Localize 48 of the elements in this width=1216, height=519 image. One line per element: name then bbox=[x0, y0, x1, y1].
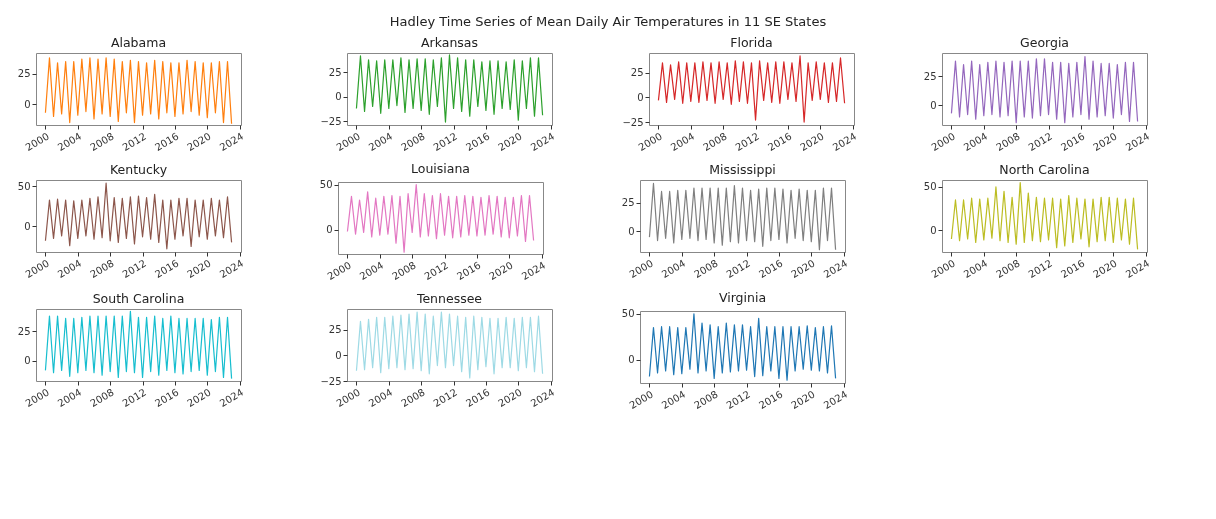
chart-title: South Carolina bbox=[92, 290, 185, 306]
y-tick-label: 50 bbox=[621, 308, 635, 320]
line-series bbox=[657, 55, 846, 123]
chart-title: Alabama bbox=[110, 34, 167, 50]
line-series bbox=[44, 57, 233, 125]
line-series bbox=[355, 311, 544, 379]
y-tick-label: 0 bbox=[335, 91, 342, 103]
y-tick-label: −25 bbox=[320, 115, 342, 127]
line-series bbox=[346, 184, 535, 253]
y-tick-label: 0 bbox=[628, 354, 635, 366]
y-tick-label: 25 bbox=[17, 325, 31, 337]
chart-title: Virginia bbox=[718, 290, 767, 306]
y-tick-label: 50 bbox=[319, 179, 333, 191]
y-tick-label: 25 bbox=[621, 197, 635, 209]
chart-title: Mississippi bbox=[709, 161, 776, 177]
y-tick-label: −25 bbox=[622, 116, 644, 128]
line-series bbox=[44, 310, 233, 380]
y-tick-label: 0 bbox=[628, 225, 635, 237]
y-tick-label: 0 bbox=[637, 91, 644, 103]
y-tick-label: 0 bbox=[930, 99, 937, 111]
line-series bbox=[648, 313, 837, 381]
y-tick-label: 25 bbox=[328, 66, 342, 78]
line-series bbox=[44, 182, 233, 250]
line-series bbox=[648, 182, 837, 251]
line-series bbox=[950, 182, 1139, 250]
y-tick-label: 0 bbox=[24, 220, 31, 232]
y-tick-label: −25 bbox=[320, 375, 342, 387]
line-series bbox=[950, 55, 1139, 124]
chart-title: Arkansas bbox=[421, 34, 478, 50]
y-tick-label: 0 bbox=[930, 224, 937, 236]
line-series bbox=[355, 54, 544, 123]
chart-title: Florida bbox=[730, 34, 773, 50]
text: Hadley Time Series of Mean Daily Air Temperatures in 11 SE States bbox=[388, 14, 828, 29]
y-tick-label: 25 bbox=[17, 68, 31, 80]
chart-title: Tennessee bbox=[415, 290, 483, 306]
chart-title: Louisiana bbox=[410, 161, 471, 177]
chart-title: Kentucky bbox=[109, 161, 168, 177]
y-tick-label: 25 bbox=[328, 324, 342, 336]
y-tick-label: 0 bbox=[24, 98, 31, 110]
y-tick-label: 0 bbox=[24, 355, 31, 367]
y-tick-label: 50 bbox=[923, 181, 937, 193]
y-tick-label: 0 bbox=[326, 224, 333, 236]
y-tick-label: 25 bbox=[630, 67, 644, 79]
y-tick-label: 0 bbox=[335, 349, 342, 361]
chart-title: Georgia bbox=[1019, 34, 1070, 50]
y-tick-label: 50 bbox=[17, 180, 31, 192]
y-tick-label: 25 bbox=[923, 70, 937, 82]
chart-title: North Carolina bbox=[999, 161, 1090, 177]
